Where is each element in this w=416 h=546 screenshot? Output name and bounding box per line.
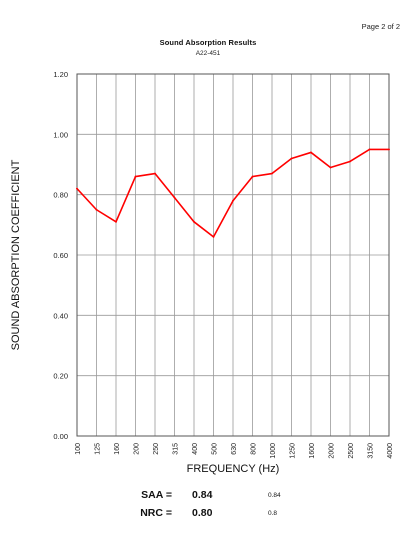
data-point	[95, 208, 98, 211]
x-tick-label: 1600	[309, 443, 316, 459]
x-tick-label: 1000	[270, 443, 277, 459]
y-axis-label: SOUND ABSORPTION COEFFICIENT	[10, 159, 22, 350]
data-point	[388, 148, 390, 151]
data-point	[173, 196, 176, 199]
data-point	[349, 160, 351, 163]
x-tick-label: 200	[134, 443, 141, 455]
data-point	[368, 148, 371, 151]
saa-value: 0.84	[192, 489, 213, 501]
y-tick-label: 0.40	[53, 311, 68, 320]
data-point	[115, 220, 117, 223]
x-tick-label: 400	[192, 443, 199, 455]
data-point	[329, 166, 332, 169]
data-point	[193, 220, 195, 223]
data-point	[251, 175, 254, 178]
x-tick-label: 315	[173, 443, 180, 455]
nrc-raw-value: 0.8	[268, 510, 278, 517]
data-point	[271, 172, 273, 175]
x-tick-label: 4000	[387, 443, 394, 459]
data-point	[76, 187, 78, 190]
x-tick-label: 250	[153, 443, 160, 455]
y-tick-label: 0.20	[53, 372, 68, 381]
nrc-value: 0.80	[192, 507, 213, 519]
x-tick-label: 630	[231, 443, 238, 455]
x-axis-label: FREQUENCY (Hz)	[187, 463, 280, 475]
x-tick-label: 125	[95, 443, 102, 455]
saa-raw-value: 0.84	[268, 492, 281, 499]
report-id: A22-451	[195, 50, 221, 57]
data-point	[154, 172, 156, 175]
x-tick-label: 3150	[368, 443, 375, 459]
y-tick-label: 0.00	[53, 432, 68, 441]
x-tick-label: 800	[251, 443, 258, 455]
report-title: Sound Absorption Results	[159, 38, 257, 47]
y-tick-label: 1.00	[53, 130, 68, 139]
nrc-label: NRC =	[140, 507, 172, 519]
x-tick-label: 100	[75, 443, 82, 455]
data-point	[212, 236, 215, 238]
data-point	[290, 157, 293, 160]
page-number: Page 2 of 2	[361, 22, 400, 31]
plot-frame	[76, 73, 390, 437]
data-point	[232, 199, 234, 202]
x-tick-label: 2000	[329, 443, 336, 459]
y-tick-label: 0.80	[53, 191, 68, 200]
data-point	[310, 151, 312, 154]
x-tick-label: 500	[212, 443, 219, 455]
x-tick-label: 1250	[290, 443, 297, 459]
x-tick-label: 2500	[348, 443, 355, 459]
saa-label: SAA =	[141, 489, 172, 501]
y-tick-label: 1.20	[53, 70, 68, 79]
data-point	[134, 175, 137, 178]
y-tick-label: 0.60	[53, 251, 68, 260]
x-tick-label: 160	[114, 443, 121, 455]
